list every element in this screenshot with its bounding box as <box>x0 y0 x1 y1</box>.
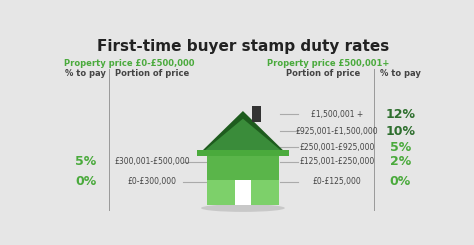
Polygon shape <box>204 119 282 151</box>
Text: £1,500,001 +: £1,500,001 + <box>310 110 363 119</box>
Text: 0%: 0% <box>390 175 411 188</box>
Text: Property price £500,001+: Property price £500,001+ <box>267 59 389 68</box>
Text: Portion of price: Portion of price <box>286 69 360 78</box>
Text: 10%: 10% <box>385 124 415 137</box>
Bar <box>235 180 251 205</box>
Bar <box>252 106 261 122</box>
Text: £0-£300,000: £0-£300,000 <box>128 177 177 186</box>
Text: £125,001-£250,000: £125,001-£250,000 <box>299 157 374 166</box>
Text: Property price £0-£500,000: Property price £0-£500,000 <box>64 59 194 68</box>
Text: £925,001-£1,500,000: £925,001-£1,500,000 <box>295 126 378 135</box>
Text: £0-£125,000: £0-£125,000 <box>312 177 361 186</box>
Bar <box>197 150 289 156</box>
Text: % to pay: % to pay <box>65 69 106 78</box>
Ellipse shape <box>201 204 285 212</box>
Text: 0%: 0% <box>75 175 96 188</box>
Text: 5%: 5% <box>390 141 411 154</box>
Polygon shape <box>197 111 289 156</box>
Bar <box>207 149 279 180</box>
Text: Portion of price: Portion of price <box>115 69 190 78</box>
Text: First-time buyer stamp duty rates: First-time buyer stamp duty rates <box>97 39 389 54</box>
Text: £250,001-£925,000: £250,001-£925,000 <box>299 143 374 152</box>
Bar <box>207 180 279 205</box>
Text: 12%: 12% <box>385 108 415 121</box>
Text: £300,001-£500,000: £300,001-£500,000 <box>114 157 190 166</box>
Text: 5%: 5% <box>75 155 96 168</box>
Text: % to pay: % to pay <box>380 69 421 78</box>
Text: 2%: 2% <box>390 155 411 168</box>
